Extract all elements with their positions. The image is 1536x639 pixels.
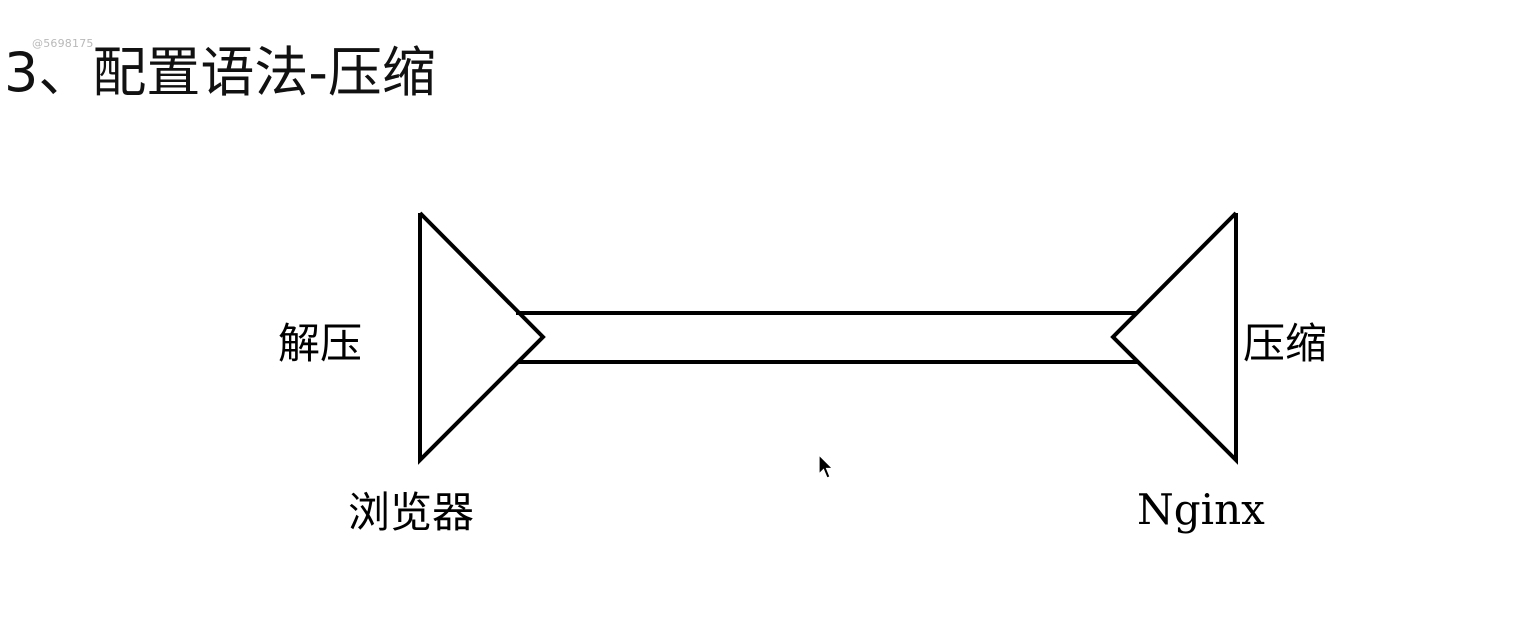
right-triangle — [1110, 211, 1238, 465]
right-bottom-label: Nginx — [1137, 485, 1265, 534]
left-side-label: 解压 — [278, 319, 362, 368]
right-side-label: 压缩 — [1243, 319, 1327, 368]
mouse-pointer-icon — [818, 454, 834, 479]
slide-title: 3、配置语法-压缩 — [4, 41, 436, 104]
left-bottom-label: 浏览器 — [348, 488, 474, 537]
left-triangle — [418, 211, 546, 465]
watermark-text: @5698175 — [32, 37, 94, 50]
